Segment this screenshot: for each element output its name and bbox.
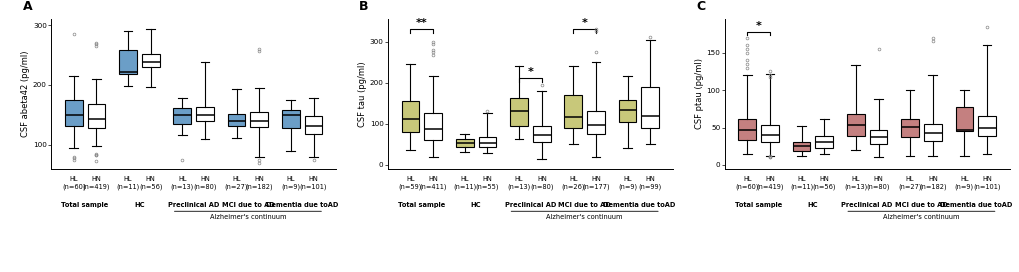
- Text: HN
(n=182): HN (n=182): [918, 176, 946, 190]
- Bar: [792, 142, 809, 151]
- Bar: [923, 124, 941, 141]
- Text: B: B: [359, 0, 369, 13]
- Text: HL
(n=13): HL (n=13): [170, 176, 194, 190]
- Text: HN
(n=419): HN (n=419): [755, 176, 783, 190]
- Text: MCI due to AD: MCI due to AD: [557, 202, 610, 208]
- Bar: [532, 126, 550, 142]
- Text: Alzheimer's continuum: Alzheimer's continuum: [882, 214, 959, 220]
- Text: HL
(n=9): HL (n=9): [954, 176, 973, 190]
- Bar: [142, 54, 159, 67]
- Text: Alzheimer's continuum: Alzheimer's continuum: [546, 214, 623, 220]
- Text: HC: HC: [471, 202, 481, 208]
- Bar: [760, 125, 779, 143]
- Text: HL
(n=60): HL (n=60): [735, 176, 758, 190]
- Text: HL
(n=11): HL (n=11): [789, 176, 812, 190]
- Text: HL
(n=60): HL (n=60): [62, 176, 86, 190]
- Bar: [510, 98, 528, 126]
- Bar: [814, 136, 833, 149]
- Text: HL
(n=11): HL (n=11): [116, 176, 140, 190]
- Text: HL
(n=11): HL (n=11): [452, 176, 476, 190]
- Bar: [65, 100, 83, 126]
- Text: Total sample: Total sample: [397, 202, 445, 208]
- Text: Preclinical AD: Preclinical AD: [168, 202, 219, 208]
- Text: MCI due to AD: MCI due to AD: [221, 202, 274, 208]
- Text: C: C: [695, 0, 704, 13]
- Text: HL
(n=26): HL (n=26): [561, 176, 585, 190]
- Text: HL
(n=13): HL (n=13): [844, 176, 866, 190]
- Text: Alzheimer's continuum: Alzheimer's continuum: [210, 214, 286, 220]
- Bar: [955, 107, 972, 131]
- Bar: [281, 110, 300, 128]
- Text: Preclinical AD: Preclinical AD: [841, 202, 892, 208]
- Text: **: **: [416, 18, 427, 28]
- Text: HL
(n=13): HL (n=13): [506, 176, 530, 190]
- Bar: [196, 107, 214, 121]
- Text: Total sample: Total sample: [61, 202, 109, 208]
- Text: HN
(n=80): HN (n=80): [530, 176, 553, 190]
- Text: *: *: [755, 21, 761, 31]
- Text: Total sample: Total sample: [735, 202, 782, 208]
- Bar: [587, 111, 604, 134]
- Text: *: *: [527, 67, 533, 77]
- Text: HL
(n=59): HL (n=59): [398, 176, 422, 190]
- Text: HL
(n=27): HL (n=27): [224, 176, 248, 190]
- Bar: [564, 95, 582, 128]
- Text: *: *: [581, 18, 587, 28]
- Bar: [227, 114, 246, 126]
- Text: HN
(n=419): HN (n=419): [83, 176, 110, 190]
- Text: Dementia due toAD: Dementia due toAD: [938, 202, 1011, 208]
- Text: HN
(n=99): HN (n=99): [638, 176, 661, 190]
- Bar: [619, 100, 636, 122]
- Bar: [738, 119, 755, 140]
- Bar: [901, 119, 918, 137]
- Bar: [173, 108, 191, 124]
- Text: HL
(n=9): HL (n=9): [618, 176, 637, 190]
- Text: Preclinical AD: Preclinical AD: [504, 202, 555, 208]
- Text: Dementia due toAD: Dementia due toAD: [602, 202, 675, 208]
- Text: HN
(n=80): HN (n=80): [193, 176, 216, 190]
- Text: HN
(n=411): HN (n=411): [419, 176, 446, 190]
- Text: HN
(n=177): HN (n=177): [582, 176, 609, 190]
- Y-axis label: CSF ptau (pg/ml): CSF ptau (pg/ml): [694, 58, 703, 129]
- Text: Dementia due toAD: Dementia due toAD: [266, 202, 338, 208]
- Bar: [119, 50, 137, 74]
- Bar: [977, 116, 995, 137]
- Bar: [869, 131, 887, 144]
- Bar: [401, 101, 419, 132]
- Bar: [455, 139, 473, 147]
- Y-axis label: CSF abeta42 (pg/ml): CSF abeta42 (pg/ml): [21, 51, 31, 137]
- Bar: [251, 112, 268, 127]
- Text: HN
(n=182): HN (n=182): [246, 176, 273, 190]
- Text: HC: HC: [807, 202, 817, 208]
- Text: HL
(n=27): HL (n=27): [898, 176, 921, 190]
- Bar: [305, 116, 322, 134]
- Text: HN
(n=80): HN (n=80): [866, 176, 890, 190]
- Text: HL
(n=9): HL (n=9): [281, 176, 301, 190]
- Bar: [641, 88, 658, 128]
- Text: HN
(n=101): HN (n=101): [300, 176, 327, 190]
- Bar: [846, 114, 864, 137]
- Text: A: A: [22, 0, 32, 13]
- Text: HN
(n=56): HN (n=56): [812, 176, 836, 190]
- Text: MCI due to AD: MCI due to AD: [895, 202, 947, 208]
- Y-axis label: CSF tau (pg/ml): CSF tau (pg/ml): [358, 61, 367, 127]
- Text: HN
(n=55): HN (n=55): [475, 176, 498, 190]
- Text: HN
(n=101): HN (n=101): [972, 176, 1000, 190]
- Bar: [88, 104, 105, 128]
- Bar: [478, 137, 496, 147]
- Bar: [424, 113, 441, 140]
- Text: HC: HC: [133, 202, 145, 208]
- Text: HN
(n=56): HN (n=56): [139, 176, 162, 190]
